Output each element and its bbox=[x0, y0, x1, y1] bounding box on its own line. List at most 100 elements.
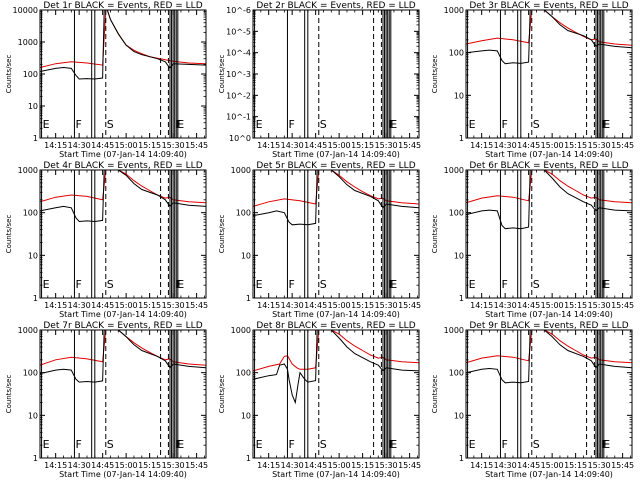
marker-label: E bbox=[177, 278, 184, 291]
x-tick-label: 15:00 bbox=[541, 301, 564, 310]
y-axis-label: Counts/sec bbox=[218, 215, 226, 254]
y-tick-label: 100 bbox=[449, 369, 464, 378]
panel-title: Det 8r BLACK = Events, RED = LLD bbox=[256, 321, 415, 331]
marker-label: S bbox=[320, 118, 327, 131]
marker-label: S bbox=[320, 278, 327, 291]
detector-panel-3: Det 3r BLACK = Events, RED = LLD Counts/s… bbox=[426, 0, 639, 160]
x-tick-label: 15:45 bbox=[185, 301, 208, 310]
marker-label: E bbox=[177, 118, 184, 131]
y-axis-label: Counts/sec bbox=[5, 215, 13, 254]
events-series-line bbox=[253, 170, 419, 226]
y-axis-label: Counts/sec bbox=[5, 55, 13, 94]
y-tick-label: 1 bbox=[459, 294, 464, 303]
y-tick-label: 10 bbox=[28, 102, 38, 111]
panel-title: Det 2r BLACK = Events, RED = LLD bbox=[256, 1, 415, 11]
panel-svg: Det 1r BLACK = Events, RED = LLD Counts/s… bbox=[5, 1, 208, 159]
x-tick-label: 15:15 bbox=[138, 141, 161, 150]
events-series-line bbox=[40, 330, 206, 383]
x-tick-label: 15:00 bbox=[115, 141, 138, 150]
x-tick-label: 14:45 bbox=[91, 461, 114, 470]
x-axis-label: Start Time (07-Jan-14 14:09:40) bbox=[59, 310, 187, 319]
y-tick-label: 10^-6 bbox=[226, 6, 251, 15]
x-tick-label: 14:15 bbox=[44, 141, 67, 150]
marker-label: F bbox=[288, 438, 294, 451]
panel-svg: Det 3r BLACK = Events, RED = LLD Counts/s… bbox=[431, 1, 634, 159]
marker-label: F bbox=[501, 438, 507, 451]
x-tick-label: 14:45 bbox=[304, 301, 327, 310]
detector-panel-5: Det 5r BLACK = Events, RED = LLD Counts/s… bbox=[213, 160, 426, 320]
series-group bbox=[40, 170, 206, 223]
x-tick-label: 14:15 bbox=[257, 301, 280, 310]
marker-label: E bbox=[390, 278, 397, 291]
plot-frame bbox=[465, 329, 633, 459]
plot-frame bbox=[465, 169, 633, 299]
lld-series-line bbox=[253, 170, 419, 207]
x-tick-label: 15:30 bbox=[588, 461, 611, 470]
x-tick-label: 15:00 bbox=[115, 461, 138, 470]
x-tick-label: 14:30 bbox=[281, 301, 304, 310]
x-tick-label: 15:15 bbox=[138, 461, 161, 470]
series-group bbox=[466, 10, 632, 65]
marker-label: S bbox=[107, 118, 114, 131]
x-axis-label: Start Time (07-Jan-14 14:09:40) bbox=[59, 470, 187, 479]
marker-label: E bbox=[469, 278, 476, 291]
x-tick-label: 15:45 bbox=[398, 301, 421, 310]
x-tick-label: 15:45 bbox=[611, 461, 634, 470]
panel-svg: Det 8r BLACK = Events, RED = LLD Counts/s… bbox=[218, 321, 421, 479]
y-tick-label: 10 bbox=[454, 91, 464, 100]
panel-svg: Det 5r BLACK = Events, RED = LLD Counts/s… bbox=[218, 161, 421, 319]
detector-panel-7: Det 7r BLACK = Events, RED = LLD Counts/s… bbox=[0, 320, 213, 480]
x-axis-label: Start Time (07-Jan-14 14:09:40) bbox=[485, 470, 613, 479]
y-tick-label: 10^-2 bbox=[226, 91, 251, 100]
panel-title: Det 4r BLACK = Events, RED = LLD bbox=[43, 161, 202, 171]
marker-label: E bbox=[43, 438, 50, 451]
marker-label: F bbox=[176, 118, 182, 131]
x-tick-label: 15:45 bbox=[611, 301, 634, 310]
y-tick-label: 1000 bbox=[231, 166, 251, 175]
y-tick-label: 10^-3 bbox=[226, 70, 251, 79]
x-tick-label: 15:45 bbox=[398, 461, 421, 470]
y-tick-label: 1 bbox=[33, 454, 38, 463]
y-tick-label: 10 bbox=[28, 251, 38, 260]
y-axis-label: Counts/sec bbox=[431, 215, 439, 254]
marker-label: F bbox=[501, 118, 507, 131]
x-tick-label: 15:45 bbox=[185, 461, 208, 470]
lld-series-line bbox=[40, 330, 206, 366]
marker-label: E bbox=[469, 118, 476, 131]
x-tick-label: 15:15 bbox=[564, 301, 587, 310]
x-tick-label: 15:00 bbox=[328, 301, 351, 310]
panel-title: Det 6r BLACK = Events, RED = LLD bbox=[469, 161, 628, 171]
marker-label: F bbox=[389, 438, 395, 451]
detector-panel-4: Det 4r BLACK = Events, RED = LLD Counts/s… bbox=[0, 160, 213, 320]
plot-frame bbox=[252, 169, 420, 299]
plot-frame bbox=[252, 329, 420, 459]
plot-frame bbox=[39, 329, 207, 459]
y-tick-label: 1 bbox=[459, 134, 464, 143]
y-tick-label: 1 bbox=[33, 134, 38, 143]
x-tick-label: 15:00 bbox=[541, 141, 564, 150]
x-tick-label: 14:30 bbox=[494, 301, 517, 310]
marker-label: F bbox=[75, 118, 81, 131]
marker-label: E bbox=[603, 278, 610, 291]
events-series-line bbox=[466, 10, 632, 65]
marker-label: F bbox=[602, 118, 608, 131]
x-tick-label: 14:15 bbox=[470, 301, 493, 310]
marker-label: E bbox=[43, 118, 50, 131]
series-group bbox=[253, 170, 419, 226]
y-tick-label: 10 bbox=[454, 411, 464, 420]
plot-frame bbox=[465, 9, 633, 139]
marker-label: E bbox=[177, 438, 184, 451]
marker-label: E bbox=[43, 278, 50, 291]
x-tick-label: 15:15 bbox=[564, 141, 587, 150]
panel-svg: Det 6r BLACK = Events, RED = LLD Counts/s… bbox=[431, 161, 634, 319]
events-series-line bbox=[40, 10, 206, 80]
detector-panel-1: Det 1r BLACK = Events, RED = LLD Counts/s… bbox=[0, 0, 213, 160]
y-tick-label: 10^0 bbox=[229, 134, 251, 143]
lld-series-line bbox=[466, 330, 632, 364]
x-tick-label: 14:45 bbox=[304, 461, 327, 470]
x-axis-label: Start Time (07-Jan-14 14:09:40) bbox=[272, 150, 400, 159]
y-tick-label: 10 bbox=[454, 251, 464, 260]
marker-label: S bbox=[533, 118, 540, 131]
marker-label: S bbox=[533, 438, 540, 451]
x-tick-label: 15:15 bbox=[351, 301, 374, 310]
